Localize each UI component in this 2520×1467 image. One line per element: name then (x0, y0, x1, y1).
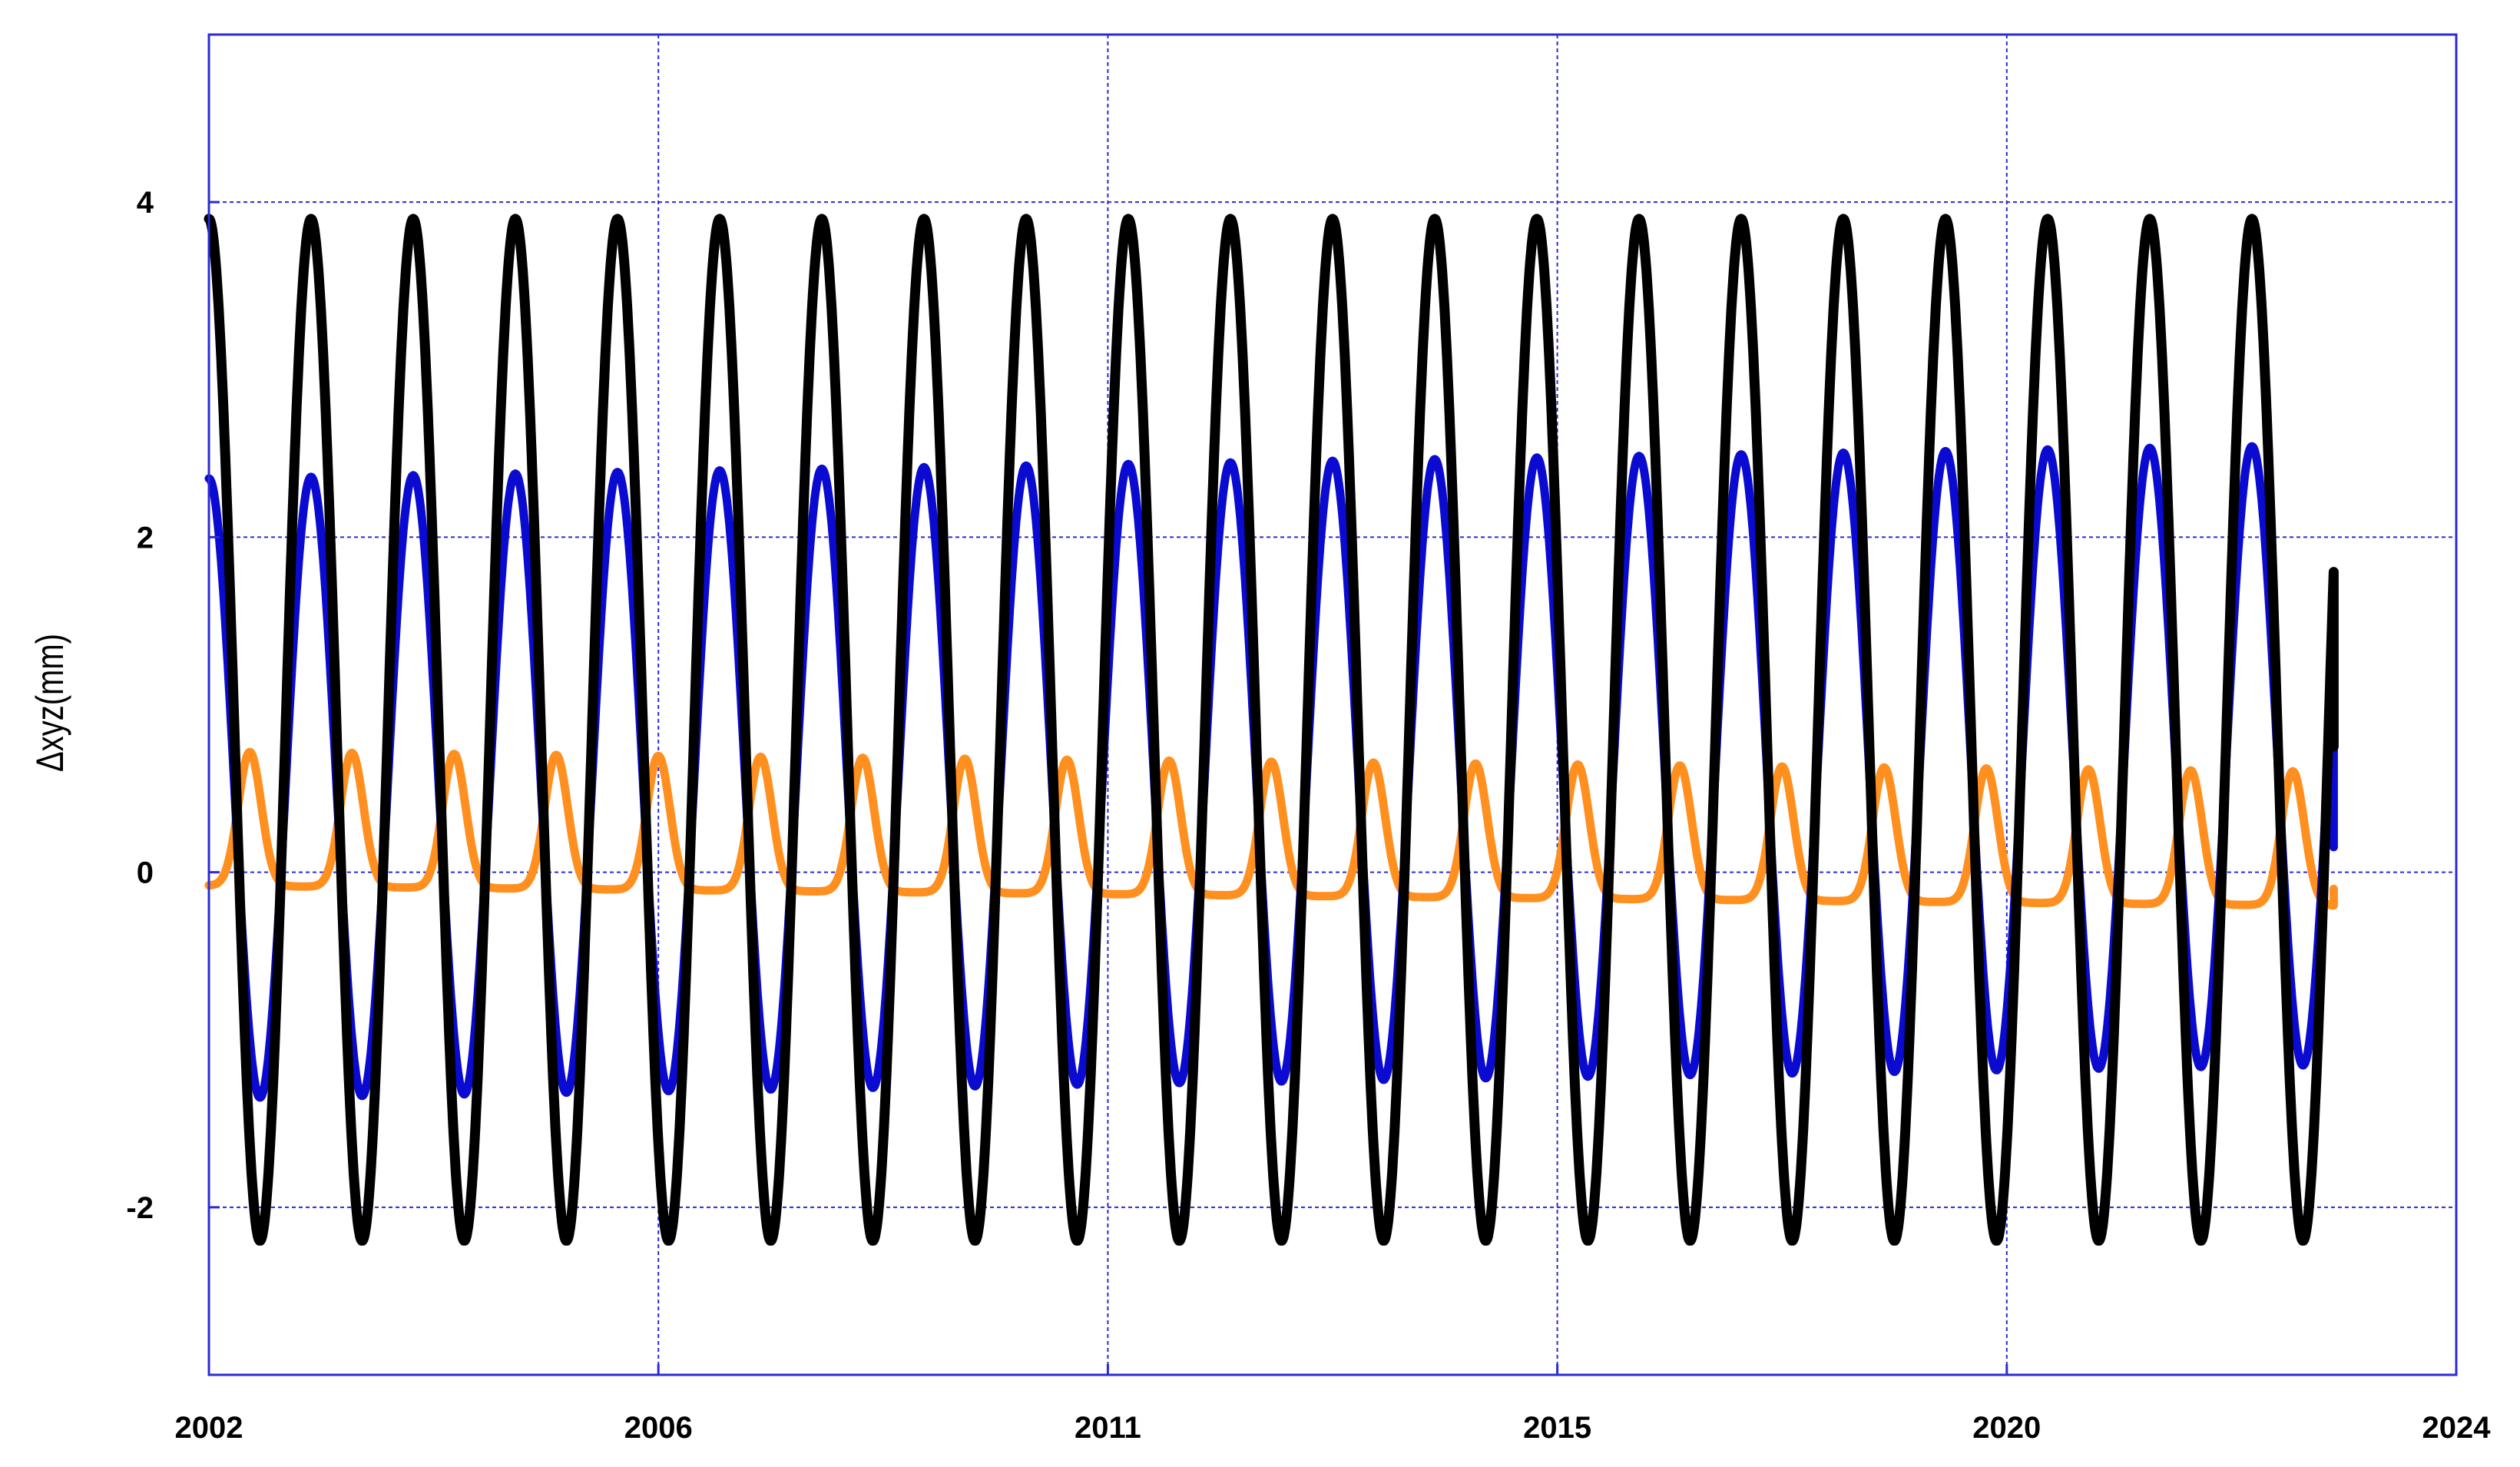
x-tick-label: 2011 (1075, 1411, 1141, 1445)
y-tick-label: 4 (137, 186, 154, 220)
series-layer (204, 214, 2339, 1246)
y-axis-ticks: -2 0 2 4 (126, 186, 220, 1225)
x-tick-label: 2002 (175, 1411, 243, 1445)
y-tick-label: 0 (137, 856, 154, 890)
series-black-line (204, 214, 2339, 1246)
x-tick-label: 2015 (1523, 1411, 1591, 1445)
y-tick-label: -2 (126, 1191, 154, 1225)
x-axis-ticks: 2002 2006 2011 2015 2020 2024 (175, 1364, 2492, 1445)
series-orange-line (204, 747, 2338, 910)
y-axis-label: Δxyz(mm) (28, 634, 71, 772)
y-tick-label: 2 (137, 521, 154, 555)
x-tick-label: 2024 (2422, 1411, 2492, 1445)
x-tick-label: 2006 (624, 1411, 693, 1445)
plot-frame (207, 33, 2458, 1376)
x-tick-label: 2020 (1972, 1411, 2041, 1445)
